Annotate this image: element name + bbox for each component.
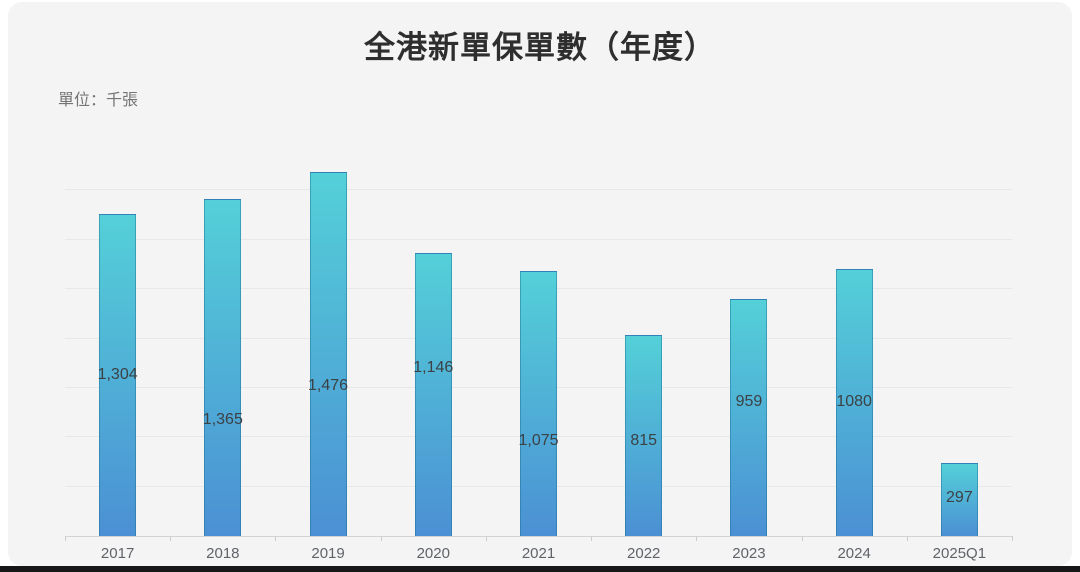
x-tick-label: 2023: [732, 545, 766, 562]
bar: [520, 271, 557, 536]
bar: [414, 253, 452, 536]
x-tick: [1012, 536, 1013, 541]
bar-value-label: 1,146: [413, 359, 454, 376]
x-axis-line: [65, 536, 1012, 537]
bar-value-label: 1,304: [97, 366, 138, 383]
bar-value-label: 1,365: [202, 411, 243, 428]
x-tick-label: 2022: [627, 545, 661, 562]
bar-value-label: 1,075: [518, 432, 559, 449]
unit-label: 單位：千張: [58, 92, 139, 109]
x-tick-label: 2021: [521, 545, 556, 562]
bar-value-label: 297: [946, 489, 973, 506]
bar-value-label: 959: [735, 393, 763, 410]
x-tick: [170, 536, 172, 541]
bar: [835, 269, 873, 536]
x-tick: [275, 536, 277, 541]
x-tick: [380, 536, 382, 541]
bar-value-label: 815: [630, 432, 658, 449]
x-tick: [801, 536, 803, 541]
x-tick-label: 2024: [837, 545, 871, 562]
x-tick-label: 2018: [206, 545, 240, 562]
bar: [940, 463, 978, 536]
x-tick-label: 2025Q1: [932, 545, 987, 562]
bar: [730, 299, 768, 536]
bottom-edge-bar: [0, 566, 1080, 572]
chart-title: 全港新單保單數（年度）: [364, 30, 716, 65]
bar: [309, 172, 347, 536]
x-tick: [591, 536, 593, 541]
x-tick-label: 2020: [416, 545, 450, 562]
gridline: [65, 238, 1012, 240]
x-tick-label: 2019: [311, 545, 345, 562]
gridline: [65, 189, 1012, 191]
bar: [99, 214, 137, 536]
x-tick: [696, 536, 698, 541]
bar: [625, 335, 663, 536]
bar-value-label: 1080: [836, 393, 872, 410]
x-tick-label: 2017: [100, 545, 135, 562]
bar-value-label: 1,476: [308, 377, 349, 394]
x-tick: [65, 536, 66, 541]
plot-area: 1,304 2017 1,365 2018 1,476 2019 1,146 2020 1,07…: [65, 130, 1013, 562]
bar: [204, 199, 242, 536]
x-tick: [485, 536, 487, 541]
x-tick: [906, 536, 908, 541]
